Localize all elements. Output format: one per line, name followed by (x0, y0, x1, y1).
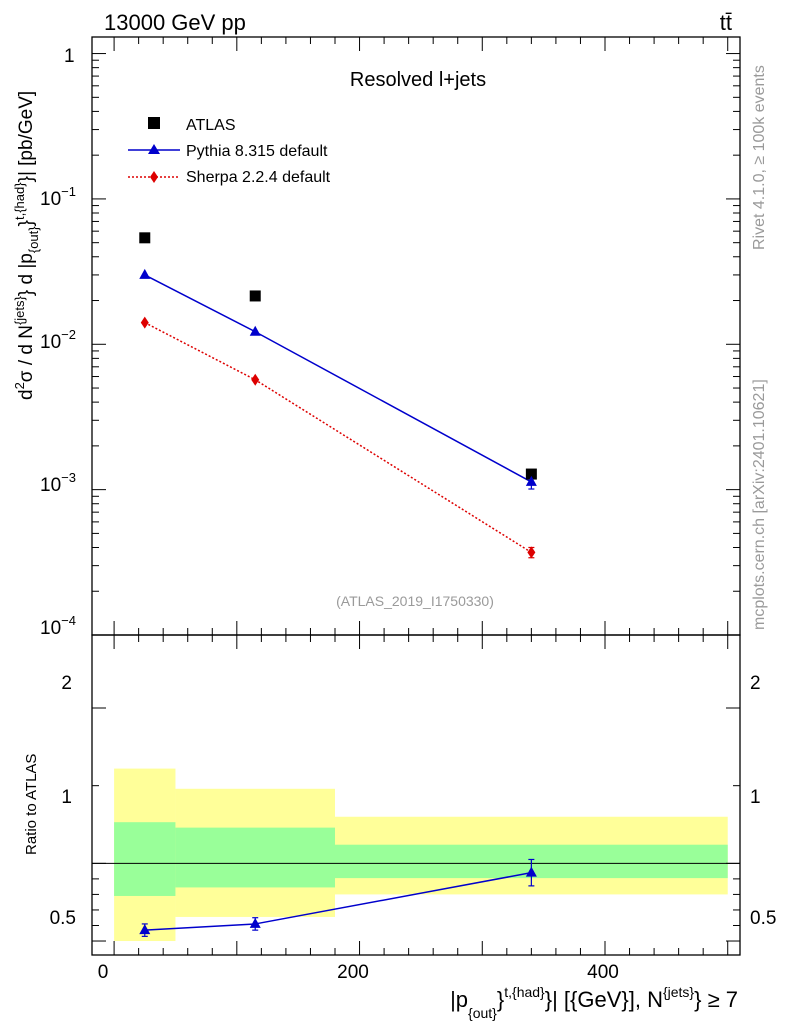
legend-pythia-label: Pythia 8.315 default (186, 143, 328, 160)
main-panel: Resolved l+jets (ATLAS_2019_I1750330) AT… (12, 36, 741, 639)
ratio-pythia-point (249, 917, 261, 928)
ratio-panel: 2 1 0.5 2 1 0.5 0 200 400 Ratio to ATLAS… (23, 634, 776, 1021)
main-series-layer (139, 232, 537, 559)
atlas-point (525, 468, 537, 480)
mcplots-label: mcplots.cern.ch [arXiv:2401.10621] (751, 379, 768, 630)
legend-atlas-marker (148, 117, 160, 129)
rivet-label: Rivet 4.1.0, ≥ 100k events (751, 65, 768, 250)
atlas-point (139, 232, 151, 244)
main-title: Resolved l+jets (350, 69, 486, 91)
ytick-label-1e-4: 10−4 (40, 613, 76, 639)
xtick-label-200: 200 (337, 962, 369, 983)
legend-sherpa-label: Sherpa 2.2.4 default (186, 169, 331, 186)
xtick-label-400: 400 (587, 962, 619, 983)
ytick-label-1e-1: 10−1 (40, 184, 76, 210)
ratio-ticks (92, 635, 740, 955)
ratio-ytick-2-left: 2 (61, 673, 72, 694)
energy-label: 13000 GeV pp (104, 10, 246, 35)
sherpa-point (527, 546, 536, 559)
legend-pythia-marker (148, 144, 160, 154)
main-ytick-labels: 10−4 10−3 10−2 10−1 1 (40, 46, 76, 639)
sherpa-point (140, 316, 149, 329)
ratio-ylabel: Ratio to ATLAS (23, 754, 40, 855)
ratio-band-inner (114, 822, 176, 896)
ytick-label-1e-2: 10−2 (40, 327, 76, 353)
main-ylabel: d2σ / d N{jets}} d |p{out}}t,{had}}| [pb… (12, 91, 41, 400)
ratio-ytick-1-left: 1 (61, 787, 72, 808)
pythia-point (525, 475, 537, 486)
sherpa-point (251, 373, 260, 386)
watermark: (ATLAS_2019_I1750330) (336, 593, 494, 609)
pythia-line (144, 274, 532, 483)
pythia-point (139, 268, 151, 279)
ratio-ytick-2-right: 2 (750, 673, 761, 694)
sherpa-line (144, 321, 532, 554)
ratio-series-layer (139, 858, 537, 937)
ratio-bands-layer (92, 768, 740, 942)
xlabel: |p{out}}t,{had}}| [{GeV}], N{jets}} ≥ 7 (450, 984, 738, 1021)
ytick-label-1: 1 (64, 46, 75, 67)
ratio-frame (91, 634, 741, 956)
ratio-ytick-1-right: 1 (750, 787, 761, 808)
ratio-pythia-point (525, 866, 537, 877)
ratio-pythia-point (139, 924, 151, 935)
ratio-band-inner (175, 827, 335, 888)
pythia-point (249, 325, 261, 336)
ratio-ytick-05-right: 0.5 (750, 908, 776, 929)
legend-sherpa-marker (150, 171, 158, 183)
atlas-point (249, 290, 261, 302)
ytick-label-1e-3: 10−3 (40, 470, 76, 496)
main-ticks (92, 37, 740, 636)
legend: ATLAS Pythia 8.315 default Sherpa 2.2.4 … (128, 117, 331, 186)
xtick-label-0: 0 (98, 962, 109, 983)
process-label: tt̄ (720, 10, 732, 35)
ratio-ytick-05-left: 0.5 (50, 908, 76, 929)
legend-atlas-label: ATLAS (186, 117, 236, 134)
